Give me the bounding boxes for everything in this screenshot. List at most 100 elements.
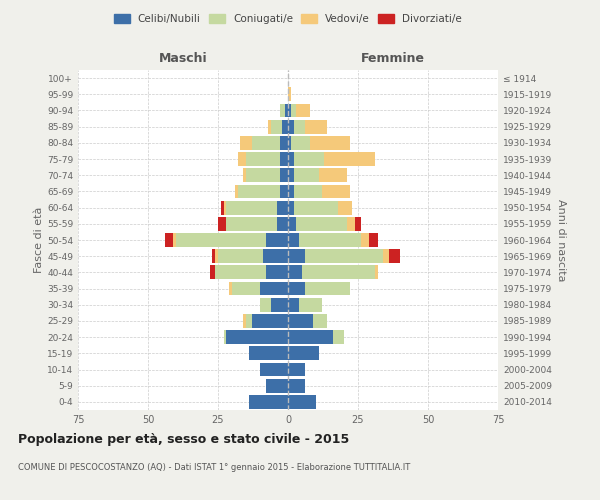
Bar bbox=[165, 233, 173, 247]
Bar bbox=[173, 233, 176, 247]
Bar bbox=[291, 136, 310, 149]
Bar bbox=[288, 120, 293, 134]
Bar bbox=[288, 298, 299, 312]
Bar bbox=[369, 233, 377, 247]
Bar bbox=[251, 314, 288, 328]
Text: COMUNE DI PESCOCOSTANZO (AQ) - Dati ISTAT 1° gennaio 2015 - Elaborazione TUTTITA: COMUNE DI PESCOCOSTANZO (AQ) - Dati ISTA… bbox=[18, 462, 410, 471]
Bar bbox=[288, 282, 305, 296]
Bar bbox=[218, 217, 226, 230]
Bar bbox=[176, 233, 266, 247]
Bar bbox=[226, 200, 277, 214]
Bar bbox=[271, 120, 283, 134]
Bar bbox=[260, 362, 288, 376]
Bar bbox=[288, 346, 319, 360]
Bar bbox=[325, 152, 375, 166]
Bar bbox=[246, 152, 280, 166]
Bar bbox=[293, 168, 319, 182]
Text: Femmine: Femmine bbox=[361, 52, 425, 65]
Bar bbox=[235, 184, 238, 198]
Bar bbox=[288, 250, 305, 263]
Bar bbox=[277, 217, 288, 230]
Bar bbox=[296, 104, 310, 118]
Bar bbox=[338, 200, 352, 214]
Bar bbox=[361, 233, 369, 247]
Bar bbox=[291, 104, 296, 118]
Bar bbox=[280, 152, 288, 166]
Text: Popolazione per età, sesso e stato civile - 2015: Popolazione per età, sesso e stato civil… bbox=[18, 432, 349, 446]
Bar bbox=[288, 395, 316, 409]
Bar bbox=[280, 168, 288, 182]
Bar bbox=[271, 298, 288, 312]
Bar bbox=[238, 152, 246, 166]
Bar bbox=[226, 217, 277, 230]
Bar bbox=[266, 233, 288, 247]
Bar bbox=[293, 200, 338, 214]
Bar bbox=[246, 314, 251, 328]
Bar bbox=[288, 379, 305, 392]
Bar bbox=[251, 136, 280, 149]
Bar bbox=[313, 314, 327, 328]
Bar bbox=[266, 266, 288, 280]
Bar bbox=[209, 266, 215, 280]
Bar bbox=[305, 282, 350, 296]
Bar bbox=[229, 282, 232, 296]
Bar bbox=[212, 250, 215, 263]
Bar bbox=[280, 104, 285, 118]
Bar bbox=[288, 200, 293, 214]
Bar bbox=[283, 120, 288, 134]
Bar bbox=[302, 266, 375, 280]
Y-axis label: Fasce di età: Fasce di età bbox=[34, 207, 44, 273]
Bar bbox=[293, 184, 322, 198]
Bar bbox=[218, 250, 263, 263]
Bar bbox=[288, 168, 293, 182]
Bar bbox=[268, 120, 271, 134]
Bar bbox=[389, 250, 400, 263]
Bar bbox=[249, 395, 288, 409]
Bar bbox=[241, 136, 251, 149]
Bar bbox=[293, 152, 325, 166]
Bar bbox=[221, 200, 224, 214]
Bar bbox=[263, 250, 288, 263]
Bar bbox=[347, 217, 355, 230]
Bar bbox=[243, 314, 246, 328]
Bar bbox=[285, 104, 288, 118]
Bar bbox=[288, 136, 291, 149]
Bar bbox=[288, 362, 305, 376]
Bar bbox=[288, 217, 296, 230]
Bar bbox=[288, 184, 293, 198]
Y-axis label: Anni di nascita: Anni di nascita bbox=[556, 198, 566, 281]
Bar bbox=[280, 136, 288, 149]
Text: Maschi: Maschi bbox=[158, 52, 208, 65]
Bar bbox=[293, 120, 305, 134]
Bar bbox=[319, 168, 347, 182]
Bar bbox=[288, 152, 293, 166]
Legend: Celibi/Nubili, Coniugati/e, Vedovi/e, Divorziati/e: Celibi/Nubili, Coniugati/e, Vedovi/e, Di… bbox=[114, 14, 462, 24]
Bar bbox=[288, 330, 333, 344]
Bar bbox=[296, 217, 347, 230]
Bar bbox=[288, 104, 291, 118]
Bar bbox=[288, 233, 299, 247]
Bar bbox=[232, 282, 260, 296]
Bar bbox=[310, 136, 350, 149]
Bar bbox=[238, 184, 280, 198]
Bar bbox=[226, 330, 288, 344]
Bar bbox=[277, 200, 288, 214]
Bar bbox=[224, 200, 226, 214]
Bar bbox=[246, 168, 280, 182]
Bar bbox=[215, 266, 266, 280]
Bar bbox=[266, 379, 288, 392]
Bar bbox=[322, 184, 350, 198]
Bar bbox=[288, 266, 302, 280]
Bar bbox=[299, 233, 361, 247]
Bar bbox=[305, 250, 383, 263]
Bar bbox=[243, 168, 246, 182]
Bar bbox=[288, 88, 291, 101]
Bar bbox=[355, 217, 361, 230]
Bar bbox=[333, 330, 344, 344]
Bar bbox=[383, 250, 389, 263]
Bar bbox=[288, 314, 313, 328]
Bar bbox=[299, 298, 322, 312]
Bar bbox=[260, 298, 271, 312]
Bar bbox=[224, 330, 226, 344]
Bar bbox=[375, 266, 377, 280]
